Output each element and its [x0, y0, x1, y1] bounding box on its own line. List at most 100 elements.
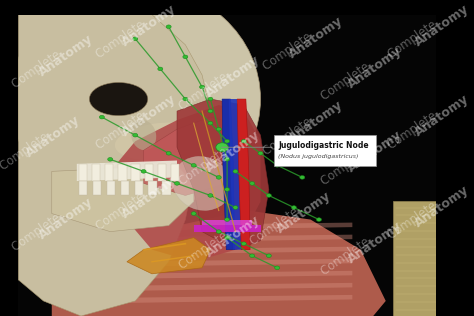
Text: (Nodus jugulodigastricus): (Nodus jugulodigastricus) — [278, 155, 359, 159]
Polygon shape — [60, 235, 352, 244]
Polygon shape — [60, 271, 352, 280]
Bar — [158, 164, 166, 181]
Circle shape — [233, 206, 238, 209]
Text: Anatomy: Anatomy — [412, 183, 471, 230]
Bar — [93, 181, 101, 196]
Circle shape — [133, 37, 138, 40]
Text: Anatomy: Anatomy — [345, 129, 404, 175]
Text: Complete: Complete — [386, 197, 442, 242]
Bar — [118, 164, 127, 181]
Circle shape — [225, 139, 229, 143]
Bar — [105, 164, 113, 181]
Bar — [107, 181, 115, 196]
Circle shape — [317, 218, 321, 222]
Bar — [194, 225, 261, 232]
Text: Complete: Complete — [177, 68, 234, 112]
Circle shape — [141, 170, 146, 173]
Bar — [148, 181, 157, 196]
Text: Anatomy: Anatomy — [274, 189, 333, 236]
Text: Complete: Complete — [261, 113, 317, 158]
Polygon shape — [60, 259, 352, 268]
Bar — [92, 164, 100, 181]
Text: Anatomy: Anatomy — [203, 53, 263, 100]
Circle shape — [191, 212, 196, 216]
Text: Anatomy: Anatomy — [120, 93, 179, 139]
Circle shape — [216, 176, 221, 179]
Text: Complete: Complete — [386, 16, 442, 61]
FancyBboxPatch shape — [393, 201, 437, 316]
Circle shape — [183, 55, 188, 59]
Text: Complete: Complete — [319, 58, 375, 104]
Polygon shape — [222, 99, 235, 250]
Polygon shape — [60, 283, 352, 292]
Text: Complete: Complete — [93, 188, 150, 233]
Circle shape — [208, 121, 213, 125]
Circle shape — [300, 176, 305, 179]
Circle shape — [225, 157, 229, 161]
Polygon shape — [127, 238, 210, 274]
Circle shape — [100, 115, 104, 119]
Text: Complete: Complete — [0, 128, 54, 173]
Text: Anatomy: Anatomy — [120, 2, 179, 49]
Text: Jugulodigastric Node: Jugulodigastric Node — [278, 141, 369, 150]
Circle shape — [108, 157, 113, 161]
Bar — [79, 181, 87, 196]
Bar — [171, 164, 179, 181]
Text: Anatomy: Anatomy — [345, 219, 404, 266]
Circle shape — [191, 163, 196, 167]
Text: Anatomy: Anatomy — [345, 44, 404, 91]
Polygon shape — [60, 295, 352, 304]
Ellipse shape — [173, 156, 232, 210]
Text: Complete: Complete — [248, 203, 305, 248]
Circle shape — [133, 133, 138, 137]
Circle shape — [241, 139, 246, 143]
Ellipse shape — [115, 123, 206, 160]
Circle shape — [225, 236, 229, 240]
Bar — [202, 221, 252, 225]
Circle shape — [241, 242, 246, 246]
Circle shape — [225, 218, 229, 222]
Polygon shape — [77, 161, 177, 181]
Bar — [79, 164, 87, 181]
Text: Anatomy: Anatomy — [120, 174, 179, 221]
Polygon shape — [144, 117, 244, 196]
Text: Complete: Complete — [10, 209, 67, 254]
Text: Anatomy: Anatomy — [36, 195, 95, 242]
Circle shape — [208, 109, 213, 113]
Circle shape — [266, 254, 271, 258]
Text: Complete: Complete — [93, 106, 150, 152]
Text: Complete: Complete — [10, 46, 67, 91]
Ellipse shape — [10, 0, 261, 214]
Polygon shape — [229, 99, 242, 250]
Text: Complete: Complete — [386, 106, 442, 152]
Circle shape — [250, 254, 255, 258]
Polygon shape — [177, 99, 269, 250]
Circle shape — [258, 151, 263, 155]
Bar — [131, 164, 140, 181]
FancyBboxPatch shape — [274, 135, 376, 166]
Text: Complete: Complete — [177, 227, 234, 272]
Bar — [163, 181, 171, 196]
Circle shape — [225, 188, 229, 191]
Circle shape — [216, 127, 221, 131]
Text: Anatomy: Anatomy — [287, 99, 346, 145]
Circle shape — [292, 206, 296, 209]
Text: Anatomy: Anatomy — [203, 213, 263, 260]
Text: Complete: Complete — [93, 16, 150, 61]
Circle shape — [275, 163, 280, 167]
Text: Complete: Complete — [319, 143, 375, 188]
Text: Anatomy: Anatomy — [203, 129, 263, 175]
Text: Anatomy: Anatomy — [287, 14, 346, 61]
Circle shape — [216, 230, 221, 234]
Text: Anatomy: Anatomy — [412, 93, 471, 139]
Circle shape — [166, 151, 171, 155]
Circle shape — [266, 194, 271, 197]
Circle shape — [166, 25, 171, 28]
Circle shape — [183, 97, 188, 101]
Circle shape — [200, 85, 205, 89]
Circle shape — [208, 194, 213, 197]
Polygon shape — [18, 15, 210, 316]
Circle shape — [233, 170, 238, 173]
Polygon shape — [237, 99, 250, 250]
Circle shape — [216, 143, 228, 152]
